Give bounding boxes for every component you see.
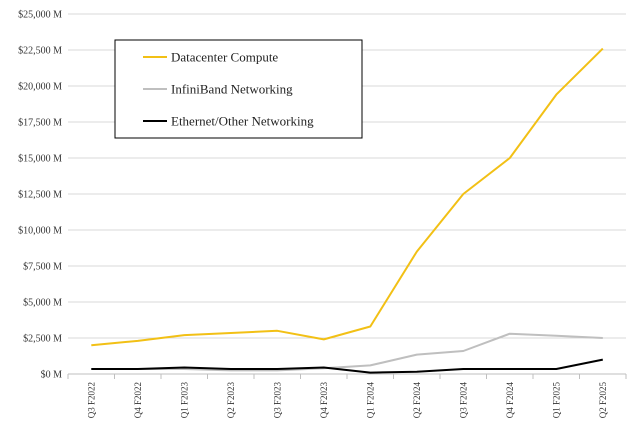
x-tick-label: Q1 F2024 <box>365 382 375 419</box>
legend: Datacenter Compute InfiniBand Networking E… <box>114 39 363 139</box>
y-tick-label: $2,500 M <box>23 334 62 345</box>
x-tick-label: Q2 F2023 <box>226 382 236 419</box>
x-tick-labels: Q3 F2022 Q4 F2022 Q1 F2023 Q2 F2023 Q3 F2023… <box>86 382 608 419</box>
y-tick-label: $22,500 M <box>18 46 62 57</box>
y-tick-label: $5,000 M <box>23 298 62 309</box>
x-tick-label: Q4 F2022 <box>133 382 143 418</box>
y-tick-label: $15,000 M <box>18 154 62 165</box>
y-tick-label: $17,500 M <box>18 118 62 129</box>
y-tick-label: $12,500 M <box>18 190 62 201</box>
y-tick-label: $25,000 M <box>18 10 62 21</box>
series-line <box>91 332 603 372</box>
x-tick-label: Q3 F2023 <box>272 382 282 419</box>
legend-label: InfiniBand Networking <box>171 82 293 97</box>
legend-label: Ethernet/Other Networking <box>171 114 314 129</box>
legend-label: Datacenter Compute <box>171 50 278 65</box>
y-tick-labels: $0 M $2,500 M $5,000 M $7,500 M $10,000 M $12… <box>18 10 62 381</box>
x-tick-label: Q3 F2024 <box>458 382 468 419</box>
x-tick-label: Q2 F2024 <box>412 382 422 419</box>
series-lines <box>91 47 604 374</box>
x-tick-label: Q3 F2022 <box>86 382 96 418</box>
series-line <box>91 358 603 374</box>
x-tick-label: Q4 F2023 <box>319 382 329 419</box>
y-tick-label: $7,500 M <box>23 262 62 273</box>
x-tick-label: Q2 F2025 <box>598 382 608 419</box>
x-tick-label: Q1 F2023 <box>179 382 189 419</box>
y-tick-label: $10,000 M <box>18 226 62 237</box>
y-tick-label: $20,000 M <box>18 82 62 93</box>
x-tick-label: Q4 F2024 <box>505 382 515 419</box>
axes <box>67 373 627 379</box>
series-line <box>91 47 604 347</box>
y-tick-label: $0 M <box>41 370 63 381</box>
x-tick-label: Q1 F2025 <box>551 382 561 419</box>
